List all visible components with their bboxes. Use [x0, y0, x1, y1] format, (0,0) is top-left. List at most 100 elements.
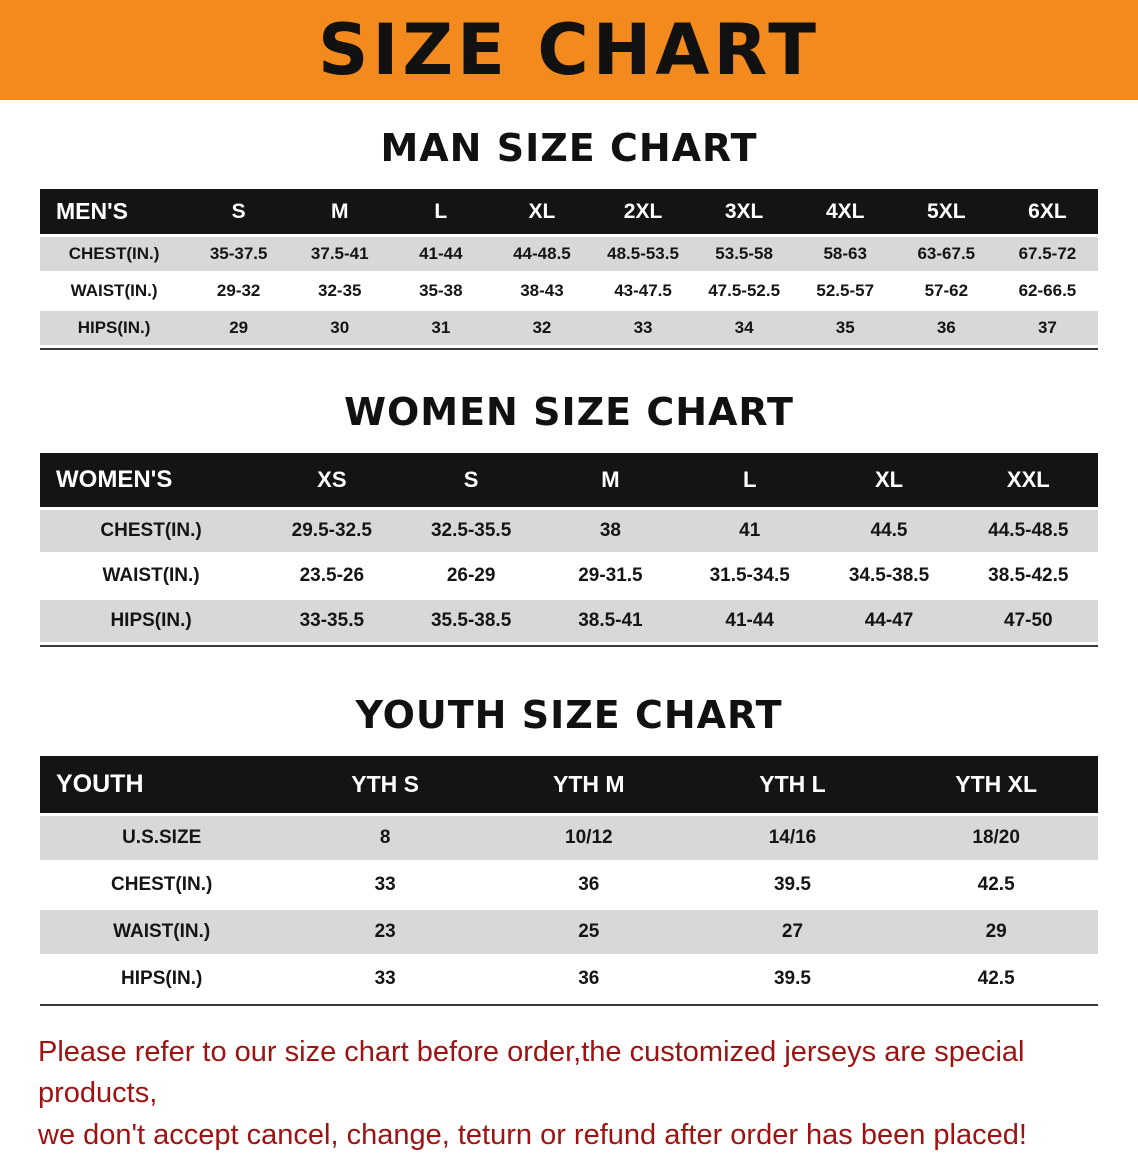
- row-value-cell: 43-47.5: [614, 281, 672, 300]
- row-value-cell: 41-44: [680, 600, 820, 642]
- row-value-cell: 36: [578, 968, 600, 989]
- size-header-cell: YTH L: [690, 756, 895, 813]
- row-value-cell: 29: [894, 910, 1098, 954]
- row-value-cell: 34.5-38.5: [848, 565, 930, 586]
- men-table-wrap: MEN'S S M L XL 2XL 3XL 4XL 5XL 6XL CHEST(IN.) 35-37…: [40, 186, 1098, 350]
- section-women: WOMEN SIZE CHART WOMEN'S XS S M L XL XXL CHEST(…: [0, 390, 1138, 647]
- row-value-cell: 10/12: [486, 816, 691, 860]
- row-value-cell: 38-43: [520, 281, 564, 300]
- table-row: CHEST(IN.) 29.5-32.5 32.5-35.5 38 41 44.5 44.5…: [40, 510, 1098, 552]
- table-row: HIPS(IN.) 33 36 39.5 42.5: [40, 957, 1098, 1001]
- row-value-cell: 36: [578, 874, 600, 895]
- row-value-cell: 62-66.5: [1018, 281, 1077, 300]
- size-header-cell: YTH S: [283, 756, 487, 813]
- row-value-cell: 41-44: [390, 237, 492, 271]
- size-header-cell: YTH M: [486, 756, 691, 813]
- row-value-cell: 41: [680, 510, 820, 552]
- row-value-cell: 35-37.5: [188, 237, 290, 271]
- size-header-cell: L: [390, 189, 492, 234]
- size-header-cell: 4XL: [794, 189, 896, 234]
- page-title: SIZE CHART: [317, 9, 821, 91]
- row-value-cell: 67.5-72: [996, 237, 1098, 271]
- row-label-cell: WAIST(IN.): [40, 910, 284, 954]
- row-label-cell: U.S.SIZE: [40, 816, 284, 860]
- row-value-cell: 23.5-26: [299, 565, 365, 586]
- row-value-cell: 25: [486, 910, 691, 954]
- row-value-cell: 33: [374, 968, 396, 989]
- row-value-cell: 31: [390, 311, 492, 345]
- row-value-cell: 30: [289, 311, 391, 345]
- row-value-cell: 57-62: [924, 281, 969, 300]
- row-value-cell: 35-38: [419, 281, 463, 300]
- row-value-cell: 33: [374, 874, 396, 895]
- row-value-cell: 33-35.5: [262, 600, 402, 642]
- size-header-cell: XL: [491, 189, 593, 234]
- row-value-cell: 42.5: [977, 874, 1015, 895]
- youth-section-title: YOUTH SIZE CHART: [355, 693, 783, 737]
- row-label-cell: HIPS(IN.): [121, 968, 203, 989]
- row-value-cell: 38: [540, 510, 681, 552]
- row-value-cell: 37: [996, 311, 1098, 345]
- size-header-cell: S: [188, 189, 290, 234]
- row-value-cell: 42.5: [977, 968, 1015, 989]
- row-label-cell: HIPS(IN.): [40, 600, 263, 642]
- size-header-cell: 3XL: [693, 189, 795, 234]
- table-header-row: WOMEN'S XS S M L XL XXL: [40, 453, 1098, 507]
- row-value-cell: 32: [491, 311, 593, 345]
- row-value-cell: 29: [188, 311, 290, 345]
- row-value-cell: 32-35: [318, 281, 362, 300]
- table-header-row: YOUTH YTH S YTH M YTH L YTH XL: [40, 756, 1098, 813]
- table-title-cell: MEN'S: [40, 189, 189, 234]
- men-section-title: MAN SIZE CHART: [380, 126, 758, 170]
- row-label-cell: CHEST(IN.): [111, 874, 213, 895]
- size-header-cell: L: [680, 453, 820, 507]
- size-header-cell: XL: [819, 453, 959, 507]
- row-value-cell: 29.5-32.5: [262, 510, 402, 552]
- youth-size-table: YOUTH YTH S YTH M YTH L YTH XL U.S.SIZE 8 10/12…: [40, 753, 1098, 1004]
- row-value-cell: 58-63: [794, 237, 896, 271]
- women-size-table: WOMEN'S XS S M L XL XXL CHEST(IN.) 29.5-32.5 32.5…: [40, 450, 1098, 645]
- row-value-cell: 53.5-58: [693, 237, 795, 271]
- row-label-cell: WAIST(IN.): [102, 565, 200, 586]
- table-row: HIPS(IN.) 33-35.5 35.5-38.5 38.5-41 41-44 44-…: [40, 600, 1098, 642]
- footer-notice: Please refer to our size chart before or…: [38, 1032, 1100, 1156]
- women-table-wrap: WOMEN'S XS S M L XL XXL CHEST(IN.) 29.5-32.5 32.5…: [40, 450, 1098, 647]
- row-value-cell: 38.5-41: [540, 600, 681, 642]
- women-section-title: WOMEN SIZE CHART: [344, 390, 794, 434]
- row-label-cell: CHEST(IN.): [40, 237, 189, 271]
- row-value-cell: 37.5-41: [289, 237, 391, 271]
- row-value-cell: 18/20: [894, 816, 1098, 860]
- row-value-cell: 52.5-57: [816, 281, 875, 300]
- table-row: CHEST(IN.) 35-37.5 37.5-41 41-44 44-48.5 48.5…: [40, 237, 1098, 271]
- size-header-cell: 5XL: [895, 189, 997, 234]
- banner: SIZE CHART: [0, 0, 1138, 100]
- row-value-cell: 39.5: [773, 968, 811, 989]
- youth-table-wrap: YOUTH YTH S YTH M YTH L YTH XL U.S.SIZE 8 10/12…: [40, 753, 1098, 1006]
- section-men: MAN SIZE CHART MEN'S S M L XL 2XL 3XL 4XL 5XL 6XL…: [0, 126, 1138, 350]
- table-title-cell: WOMEN'S: [40, 453, 263, 507]
- table-title-cell: YOUTH: [40, 756, 284, 813]
- row-label-cell: CHEST(IN.): [40, 510, 263, 552]
- row-value-cell: 14/16: [690, 816, 895, 860]
- size-header-cell: M: [289, 189, 391, 234]
- table-row: U.S.SIZE 8 10/12 14/16 18/20: [40, 816, 1098, 860]
- size-header-cell: S: [401, 453, 541, 507]
- row-value-cell: 26-29: [446, 565, 496, 586]
- row-value-cell: 35.5-38.5: [401, 600, 541, 642]
- row-value-cell: 39.5: [773, 874, 811, 895]
- table-row: HIPS(IN.) 29 30 31 32 33 34 35 36 37: [40, 311, 1098, 345]
- table-header-row: MEN'S S M L XL 2XL 3XL 4XL 5XL 6XL: [40, 189, 1098, 234]
- row-value-cell: 36: [895, 311, 997, 345]
- row-value-cell: 44.5-48.5: [958, 510, 1098, 552]
- table-row: WAIST(IN.) 23.5-26 26-29 29-31.5 31.5-34.5 34…: [40, 555, 1098, 597]
- row-value-cell: 33: [592, 311, 694, 345]
- size-header-cell: 6XL: [996, 189, 1098, 234]
- row-value-cell: 38.5-42.5: [988, 565, 1069, 586]
- row-value-cell: 47-50: [958, 600, 1098, 642]
- notice-line-2: we don't accept cancel, change, teturn o…: [38, 1119, 1027, 1152]
- size-header-cell: M: [540, 453, 681, 507]
- size-header-cell: XXL: [958, 453, 1098, 507]
- row-label-cell: HIPS(IN.): [40, 311, 189, 345]
- row-value-cell: 29-32: [216, 281, 261, 300]
